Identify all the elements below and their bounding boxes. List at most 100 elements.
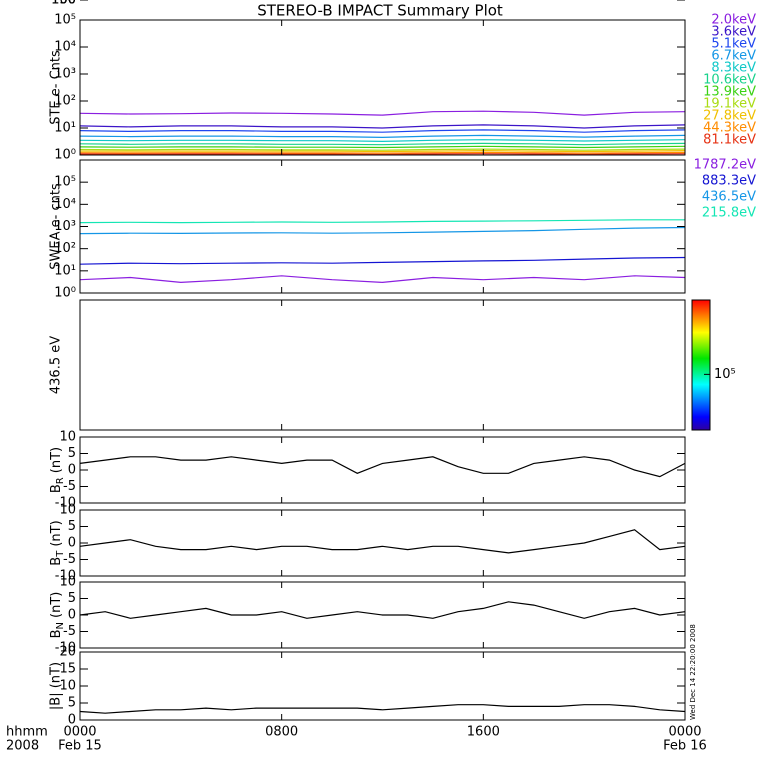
legend-entry: 3.6keV xyxy=(711,25,756,40)
data-line xyxy=(79,134,686,139)
legend-entry: 19.1keV xyxy=(703,97,756,112)
y-tick-label: 10² xyxy=(54,94,76,109)
panel-frame xyxy=(79,436,686,504)
y-axis-label-main: B xyxy=(49,557,64,566)
y-axis-label: SWEA e- cnts xyxy=(49,183,64,270)
y-tick-label: 150 xyxy=(51,0,76,8)
y-tick-label: 15 xyxy=(59,662,76,677)
x-tick-label: 0800 xyxy=(265,725,298,740)
y-axis-label: 436.5 eV xyxy=(49,336,64,394)
legend-entry: 27.8keV xyxy=(703,109,756,124)
y-axis-label-main: B xyxy=(49,629,64,638)
x-axis-label: hhmm xyxy=(6,725,48,740)
y-axis-label-main: B xyxy=(49,484,64,493)
y-tick-label: 20 xyxy=(59,645,76,660)
y-tick-label: 10 xyxy=(59,430,76,445)
data-line xyxy=(79,529,686,554)
y-axis-label-unit: (nT) xyxy=(49,447,64,473)
data-line xyxy=(79,129,686,133)
y-tick-label: 10⁵ xyxy=(54,175,76,190)
colorbar-tick-label: 10⁵ xyxy=(714,367,736,382)
y-tick-label: 10 xyxy=(59,679,76,694)
date-label: Feb 16 xyxy=(663,739,707,754)
x-tick-label: 0000 xyxy=(668,725,701,740)
y-tick-label: 100 xyxy=(51,0,76,8)
y-tick-label: 10⁴ xyxy=(54,40,76,55)
panel-frame xyxy=(79,19,686,156)
y-axis-label-sub: T xyxy=(55,550,66,558)
data-line xyxy=(79,151,686,154)
legend-entry: 2.0keV xyxy=(711,13,756,28)
y-tick-label: 10⁵ xyxy=(54,13,76,28)
y-tick-label: 0 xyxy=(68,0,76,8)
legend-entry: 10.6keV xyxy=(703,73,756,88)
timestamp: Wed Dec 14 22:20:00 2008 xyxy=(689,624,697,720)
panel-frame xyxy=(79,159,686,294)
y-tick-label: -10 xyxy=(55,496,76,511)
data-line xyxy=(79,275,686,284)
data-line xyxy=(79,142,686,146)
y-tick-label: -5 xyxy=(63,624,76,639)
y-tick-label: 0 xyxy=(68,608,76,623)
y-tick-label: 0 xyxy=(68,463,76,478)
data-line xyxy=(79,110,686,116)
x-tick-label: 0000 xyxy=(63,725,96,740)
y-tick-label: -5 xyxy=(63,479,76,494)
legend-entry: 883.3eV xyxy=(702,174,756,189)
legend-entry: 8.3keV xyxy=(711,61,756,76)
legend-entry: 44.3keV xyxy=(703,121,756,136)
date-label: Feb 15 xyxy=(58,739,102,754)
legend-entry: 436.5eV xyxy=(702,190,756,205)
colorbar xyxy=(691,299,711,431)
legend-entry: 5.1keV xyxy=(711,37,756,52)
data-line xyxy=(79,145,686,149)
y-axis-label-unit: (nT) xyxy=(49,592,64,618)
x-axis-label: 2008 xyxy=(6,739,39,754)
y-tick-label: 10⁴ xyxy=(54,197,76,212)
data-line xyxy=(79,139,686,143)
x-tick-label: 1600 xyxy=(467,725,500,740)
y-tick-label: 10¹ xyxy=(54,263,76,278)
legend-entry: 13.9keV xyxy=(703,85,756,100)
title: STEREO-B IMPACT Summary Plot xyxy=(257,2,503,20)
y-tick-label: -10 xyxy=(55,569,76,584)
y-tick-label: 10 xyxy=(59,575,76,590)
y-axis-label: |B| (nT) xyxy=(49,662,64,710)
data-line xyxy=(79,601,686,619)
data-line xyxy=(79,704,686,714)
y-tick-label: 5 xyxy=(68,446,76,461)
y-tick-label: -10 xyxy=(55,641,76,656)
panel-frame xyxy=(79,509,686,577)
y-axis-label: STE e- Cnts xyxy=(49,50,64,125)
y-tick-label: 5 xyxy=(68,519,76,534)
legend-entry: 6.7keV xyxy=(711,49,756,64)
legend-entry: 81.1keV xyxy=(703,133,756,148)
legend-entry: 215.8eV xyxy=(702,206,756,221)
y-tick-label: 10² xyxy=(54,241,76,256)
y-axis-label-sub: R xyxy=(55,477,66,484)
y-tick-label: 10⁰ xyxy=(54,148,76,163)
y-axis-label: BN (nT) xyxy=(49,592,67,639)
legend-entry: 1787.2eV xyxy=(694,158,756,173)
y-axis-label: BR (nT) xyxy=(49,447,67,493)
y-axis-label-sub: N xyxy=(55,622,66,629)
y-tick-label: 0 xyxy=(68,713,76,728)
data-line xyxy=(79,219,685,224)
y-tick-label: 0 xyxy=(68,536,76,551)
y-tick-label: 10¹ xyxy=(54,121,76,136)
data-line xyxy=(79,226,686,235)
y-tick-label: 50 xyxy=(59,0,76,8)
y-tick-label: 5 xyxy=(68,696,76,711)
data-line xyxy=(79,153,686,155)
y-tick-label: 10 xyxy=(59,503,76,518)
y-axis-label-unit: (nT) xyxy=(49,520,64,546)
y-tick-label: 10³ xyxy=(54,67,76,82)
panel-frame xyxy=(79,299,686,431)
data-line xyxy=(79,124,686,129)
y-tick-label: -5 xyxy=(63,552,76,567)
y-tick-label: 10⁰ xyxy=(54,286,76,301)
data-line xyxy=(79,149,686,153)
data-line xyxy=(79,148,686,151)
y-axis-label: BT (nT) xyxy=(49,520,67,565)
